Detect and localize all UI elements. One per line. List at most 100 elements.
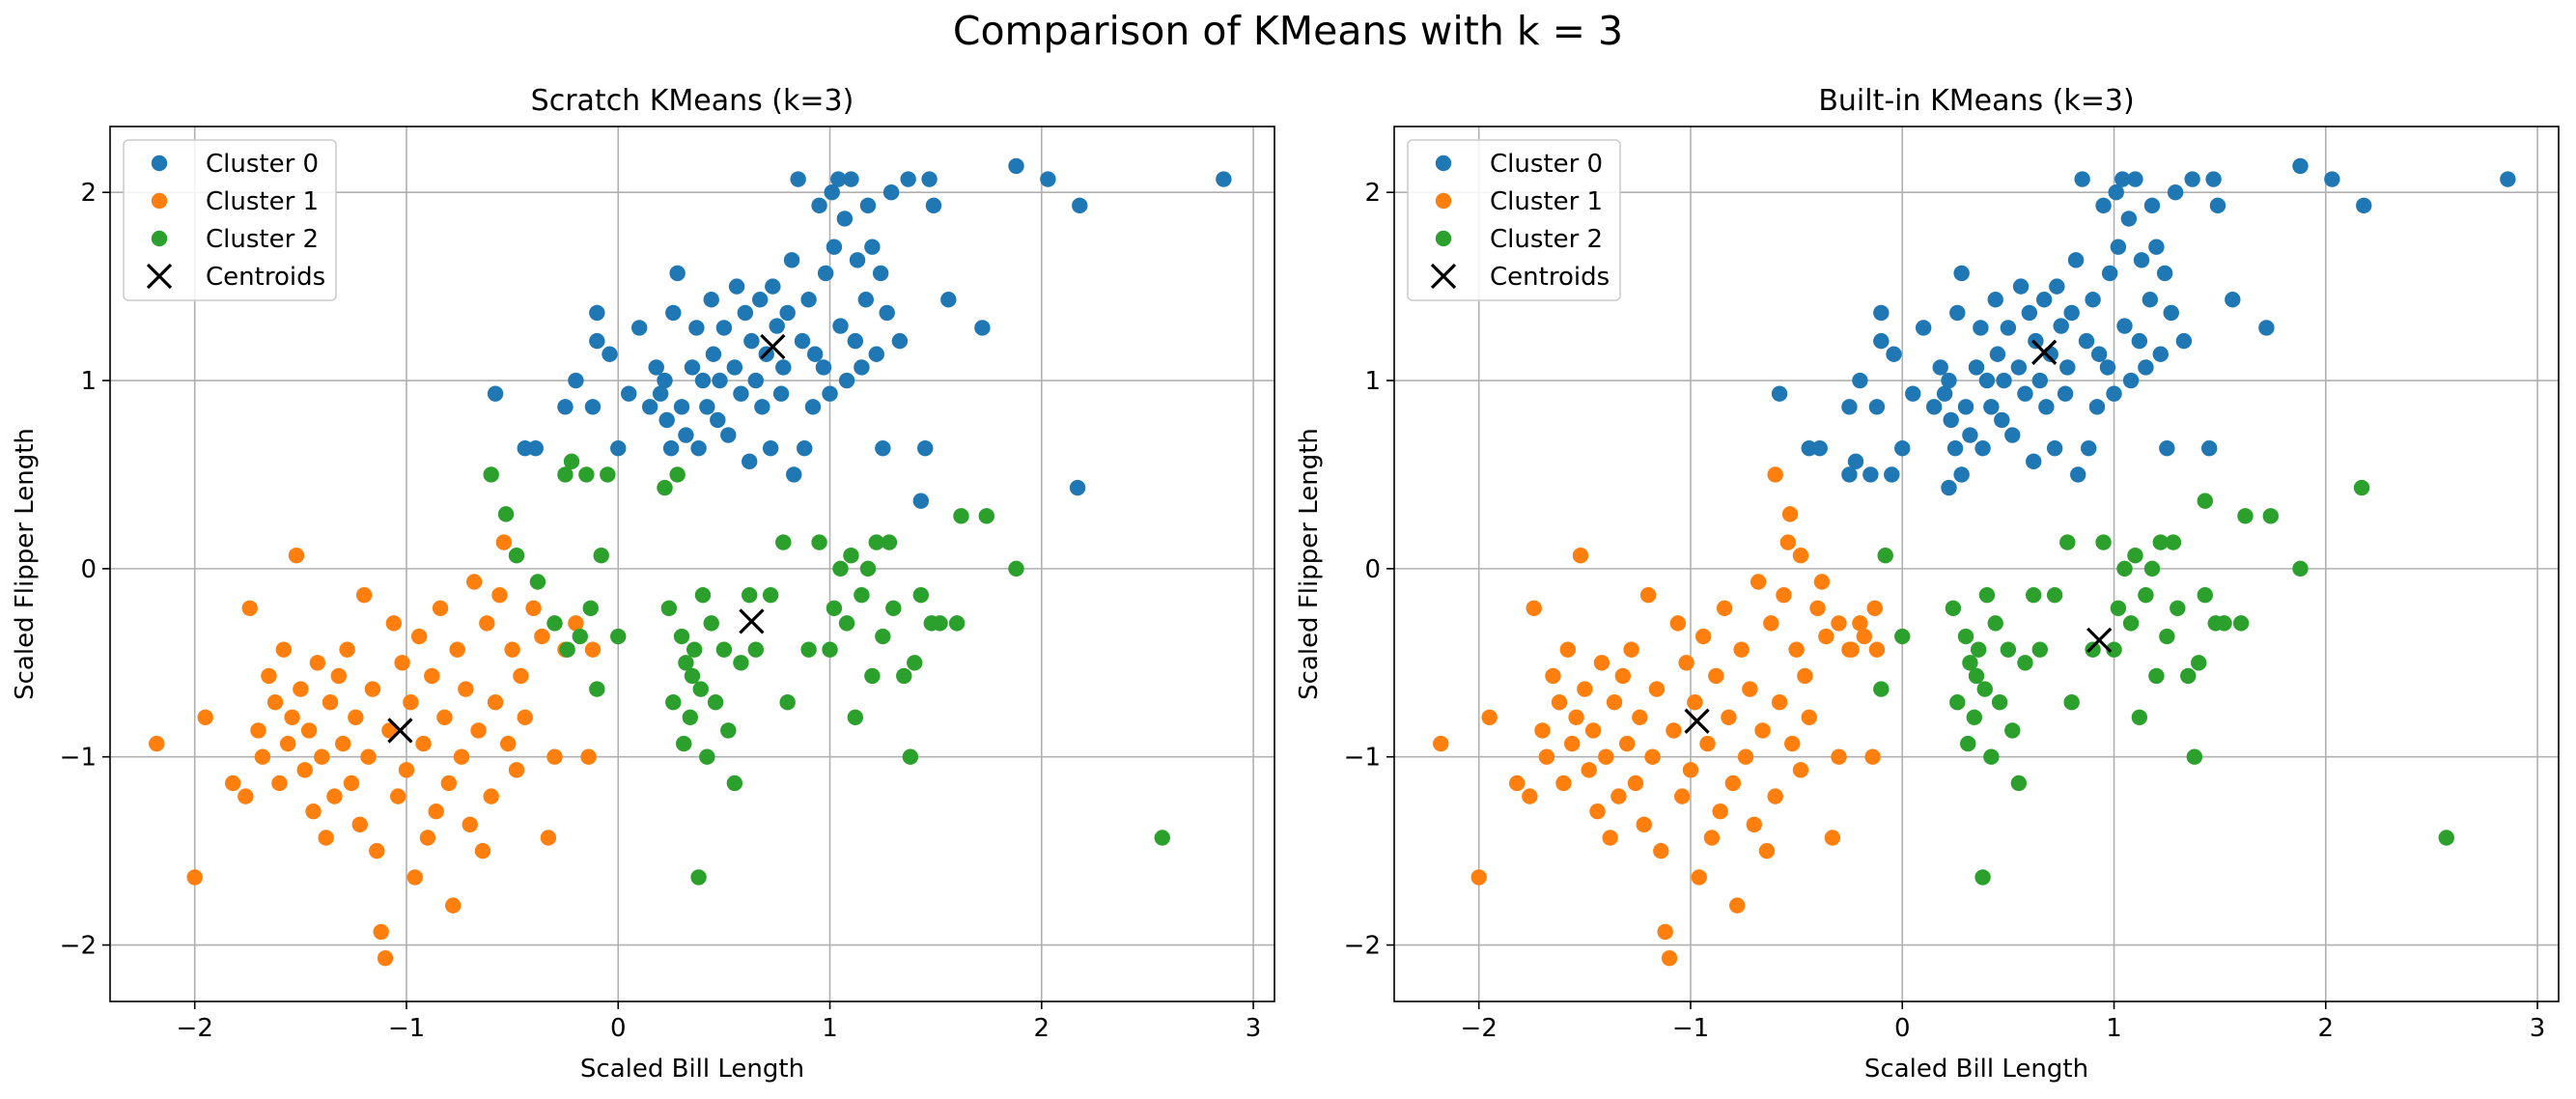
data-point <box>1216 171 1232 187</box>
y-tick-label: 1 <box>80 367 97 396</box>
data-point <box>747 641 764 658</box>
data-point <box>715 641 733 658</box>
data-point <box>948 615 966 632</box>
data-point <box>1742 681 1758 697</box>
data-point <box>1694 628 1712 645</box>
data-point <box>2063 304 2080 322</box>
data-point <box>832 560 849 578</box>
data-point <box>557 399 574 415</box>
data-point <box>775 534 792 550</box>
data-point <box>2167 183 2184 201</box>
data-point <box>1661 949 1678 967</box>
data-point <box>669 265 686 282</box>
data-point <box>2026 586 2042 604</box>
data-point <box>479 615 495 632</box>
data-point <box>2292 157 2309 175</box>
data-point <box>1873 304 1890 322</box>
x-tick-label: −2 <box>1461 1014 1498 1043</box>
data-point <box>879 304 895 322</box>
data-point <box>1946 439 1964 457</box>
data-point <box>754 399 770 415</box>
legend-marker <box>1435 155 1452 172</box>
data-point <box>487 694 504 711</box>
data-point <box>525 600 542 616</box>
data-point <box>1983 399 2000 415</box>
data-point <box>1470 869 1487 886</box>
data-point <box>410 628 428 645</box>
data-point <box>875 439 891 457</box>
data-point <box>720 722 737 739</box>
data-point <box>1884 466 1900 483</box>
data-point <box>2114 171 2131 187</box>
data-point <box>1792 762 1809 778</box>
centroid-stroke <box>2086 627 2113 654</box>
data-point <box>875 628 891 645</box>
data-point <box>1966 709 1983 725</box>
data-point <box>854 359 870 376</box>
data-point <box>1818 628 1834 645</box>
data-point <box>849 252 866 268</box>
x-tick-label: 0 <box>1894 1014 1911 1043</box>
x-tick-label: −1 <box>388 1014 425 1043</box>
data-point <box>1602 830 1618 846</box>
data-point <box>1960 735 1976 752</box>
data-point <box>2500 171 2516 187</box>
data-point <box>1784 735 1801 752</box>
data-point <box>940 292 957 308</box>
data-point <box>1957 628 1974 645</box>
data-point <box>1072 197 1088 214</box>
data-point <box>710 411 726 429</box>
data-point <box>794 332 811 350</box>
data-point <box>2106 641 2122 658</box>
data-point <box>1610 788 1627 804</box>
series-cluster-1 <box>149 534 602 967</box>
data-point <box>1724 775 1742 792</box>
data-point <box>1974 439 1991 457</box>
data-point <box>2324 171 2340 187</box>
data-point <box>836 211 854 227</box>
data-point <box>779 304 796 322</box>
data-point <box>462 816 478 833</box>
legend-marker <box>151 230 168 247</box>
data-point <box>762 439 779 457</box>
data-point <box>2258 320 2275 336</box>
data-point <box>2004 427 2021 443</box>
data-point <box>1581 762 1597 778</box>
data-point <box>2131 709 2148 725</box>
data-point <box>1534 722 1551 739</box>
series-cluster-0 <box>1771 157 2516 496</box>
data-point <box>271 775 288 792</box>
data-point <box>2108 183 2124 201</box>
y-tick-label: 0 <box>1364 555 1381 584</box>
data-point <box>275 641 293 658</box>
data-point <box>2038 399 2055 415</box>
x-tick-label: 2 <box>2318 1014 2335 1043</box>
data-point <box>864 239 881 255</box>
subplot-title: Scratch KMeans (k=3) <box>531 84 854 118</box>
data-point <box>705 346 722 362</box>
x-axis-label: Scaled Bill Length <box>580 1055 804 1084</box>
data-point <box>673 399 690 415</box>
centroid-marker <box>2086 627 2113 654</box>
data-point <box>917 439 934 457</box>
data-point <box>742 453 758 470</box>
data-point <box>822 641 838 658</box>
data-point <box>1712 803 1728 820</box>
data-point <box>2197 493 2214 509</box>
data-point <box>682 709 699 725</box>
data-point <box>284 709 300 725</box>
data-point <box>1526 600 1542 616</box>
data-point <box>580 748 597 765</box>
x-tick-label: −1 <box>1672 1014 1709 1043</box>
data-point <box>652 385 669 402</box>
data-point <box>2175 332 2193 350</box>
data-point <box>1974 869 1991 886</box>
data-point <box>314 748 330 765</box>
data-point <box>487 385 504 402</box>
data-point <box>2131 332 2148 350</box>
data-point <box>1619 735 1636 752</box>
data-point <box>1614 667 1632 685</box>
data-point <box>1968 667 1985 685</box>
data-point <box>589 681 605 697</box>
data-point <box>2148 667 2165 685</box>
